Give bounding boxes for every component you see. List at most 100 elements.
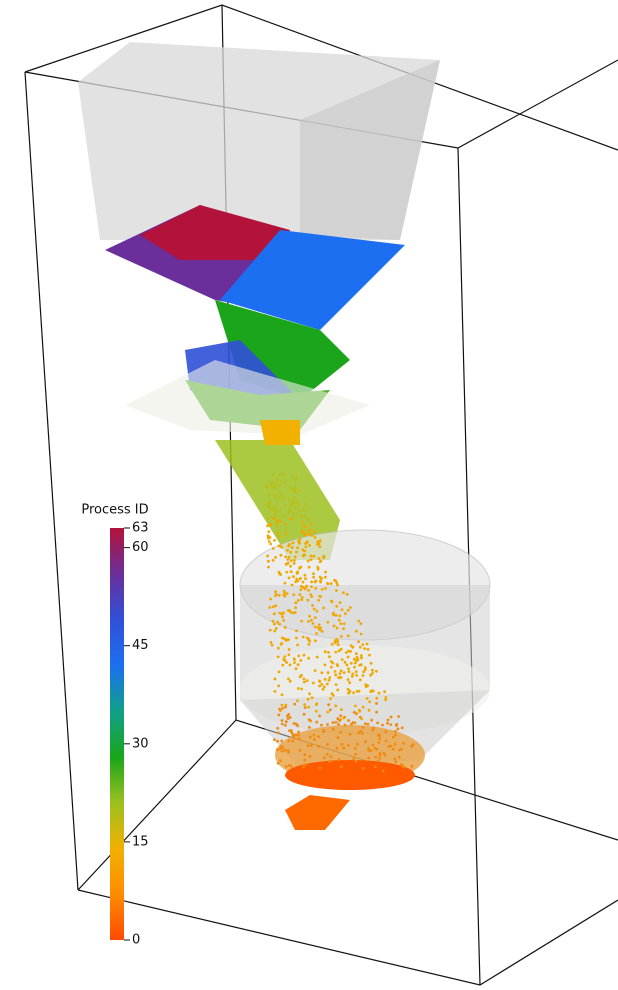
particle [271,644,274,647]
particle [351,673,354,676]
particle [318,595,321,598]
particle [289,517,292,520]
particle [349,733,352,736]
particle [346,664,349,667]
particle [309,736,312,739]
particle [291,500,294,503]
particle [295,578,298,581]
particle [390,716,393,719]
particle [307,657,310,660]
particle [303,759,306,762]
particle [286,558,289,561]
particle [368,700,371,703]
particle [329,760,332,763]
particle [382,770,385,773]
particle [339,714,342,717]
particle [332,721,335,724]
particle [299,577,302,580]
particle [278,483,281,486]
particle [308,566,311,569]
particle [276,740,279,743]
particle [319,767,322,770]
particle [274,494,277,497]
particle [296,699,299,702]
particle [281,613,284,616]
particle [393,758,396,761]
particle [359,646,362,649]
particle [272,559,275,562]
particle [287,562,290,565]
particle [304,586,307,589]
particle [281,707,284,710]
particle [290,510,293,513]
particle [331,600,334,603]
particle [340,708,343,711]
particle [296,644,299,647]
particle [324,650,327,653]
particle [286,592,289,595]
particle [276,727,279,730]
particle [401,726,404,729]
particle [329,709,332,712]
particle [295,601,298,604]
particle [275,484,278,487]
particle [268,606,271,609]
particle [356,656,359,659]
particle [278,671,281,674]
particle [281,664,284,667]
particle [328,676,331,679]
particle [295,667,298,670]
particle [297,731,300,734]
particle [336,747,339,750]
particle [292,542,295,545]
particle [308,692,311,695]
particle [398,756,401,759]
particle [372,744,375,747]
particle [323,685,326,688]
particle [392,748,395,751]
particle [377,741,380,744]
particle [307,599,310,602]
particle [317,735,320,738]
particle [268,493,271,496]
particle [307,698,310,701]
particle [269,523,272,526]
particle [274,690,277,693]
particle [300,688,303,691]
particle [303,681,306,684]
particle [324,576,327,579]
particle [342,747,345,750]
particle [354,705,357,708]
particle [294,491,297,494]
particle [285,765,288,768]
particle [317,626,320,629]
particle [276,621,279,624]
particle [281,637,284,640]
particle [288,508,291,511]
particle [274,590,277,593]
particle [312,576,315,579]
particle [273,630,276,633]
particle [347,719,350,722]
particle [400,763,403,766]
particle [412,743,415,746]
particle [375,670,378,673]
particle [297,687,300,690]
particle [277,656,280,659]
particle [329,697,332,700]
particle [293,562,296,565]
particle [318,685,321,688]
particle [268,485,271,488]
particle [312,682,315,685]
particle [330,582,333,585]
particle [378,737,381,740]
particle [296,502,299,505]
cylinder [240,530,490,830]
particle [330,755,333,758]
particle [294,606,297,609]
particle [352,757,355,760]
particle [291,584,294,587]
particle [273,539,276,542]
particle [273,738,276,741]
particle [385,696,388,699]
